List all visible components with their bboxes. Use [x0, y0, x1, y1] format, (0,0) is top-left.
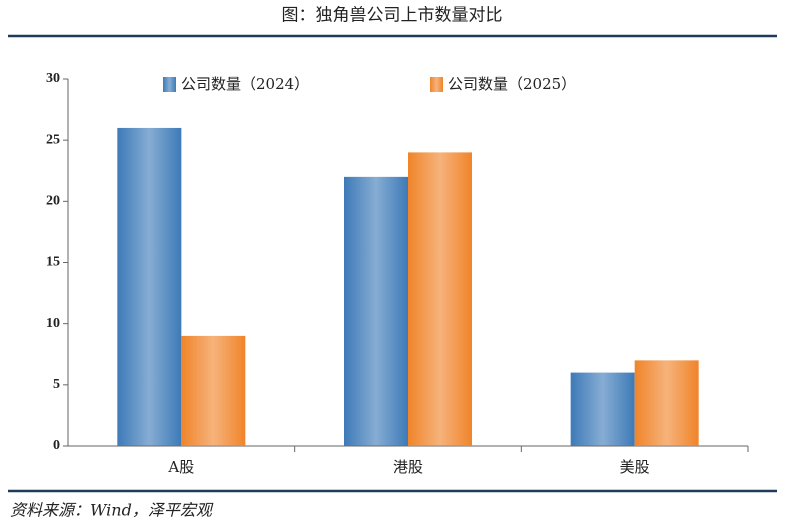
x-tick-label: 港股	[393, 458, 423, 476]
source-note: 资料来源：Wind，泽平宏观	[10, 501, 214, 520]
x-tick-label: A股	[167, 458, 194, 476]
chart-title: 图：独角兽公司上市数量对比	[282, 6, 503, 26]
legend-label: 公司数量（2025）	[448, 75, 576, 93]
y-tick-label: 30	[46, 71, 60, 86]
x-tick-label: 美股	[620, 458, 650, 476]
y-tick-label: 10	[46, 316, 60, 331]
bar	[408, 152, 472, 446]
y-tick-label: 15	[46, 255, 60, 270]
bar	[117, 127, 182, 446]
y-tick-label: 5	[53, 377, 60, 392]
legend-swatch	[163, 77, 176, 92]
legend-swatch	[430, 77, 443, 92]
y-tick-label: 25	[46, 132, 60, 147]
legend-label: 公司数量（2024）	[181, 75, 309, 93]
bar	[634, 360, 699, 446]
bar	[181, 335, 246, 446]
y-tick-label: 20	[46, 194, 60, 209]
y-tick-label: 0	[53, 438, 60, 453]
bar	[344, 176, 408, 446]
bar	[570, 372, 635, 446]
